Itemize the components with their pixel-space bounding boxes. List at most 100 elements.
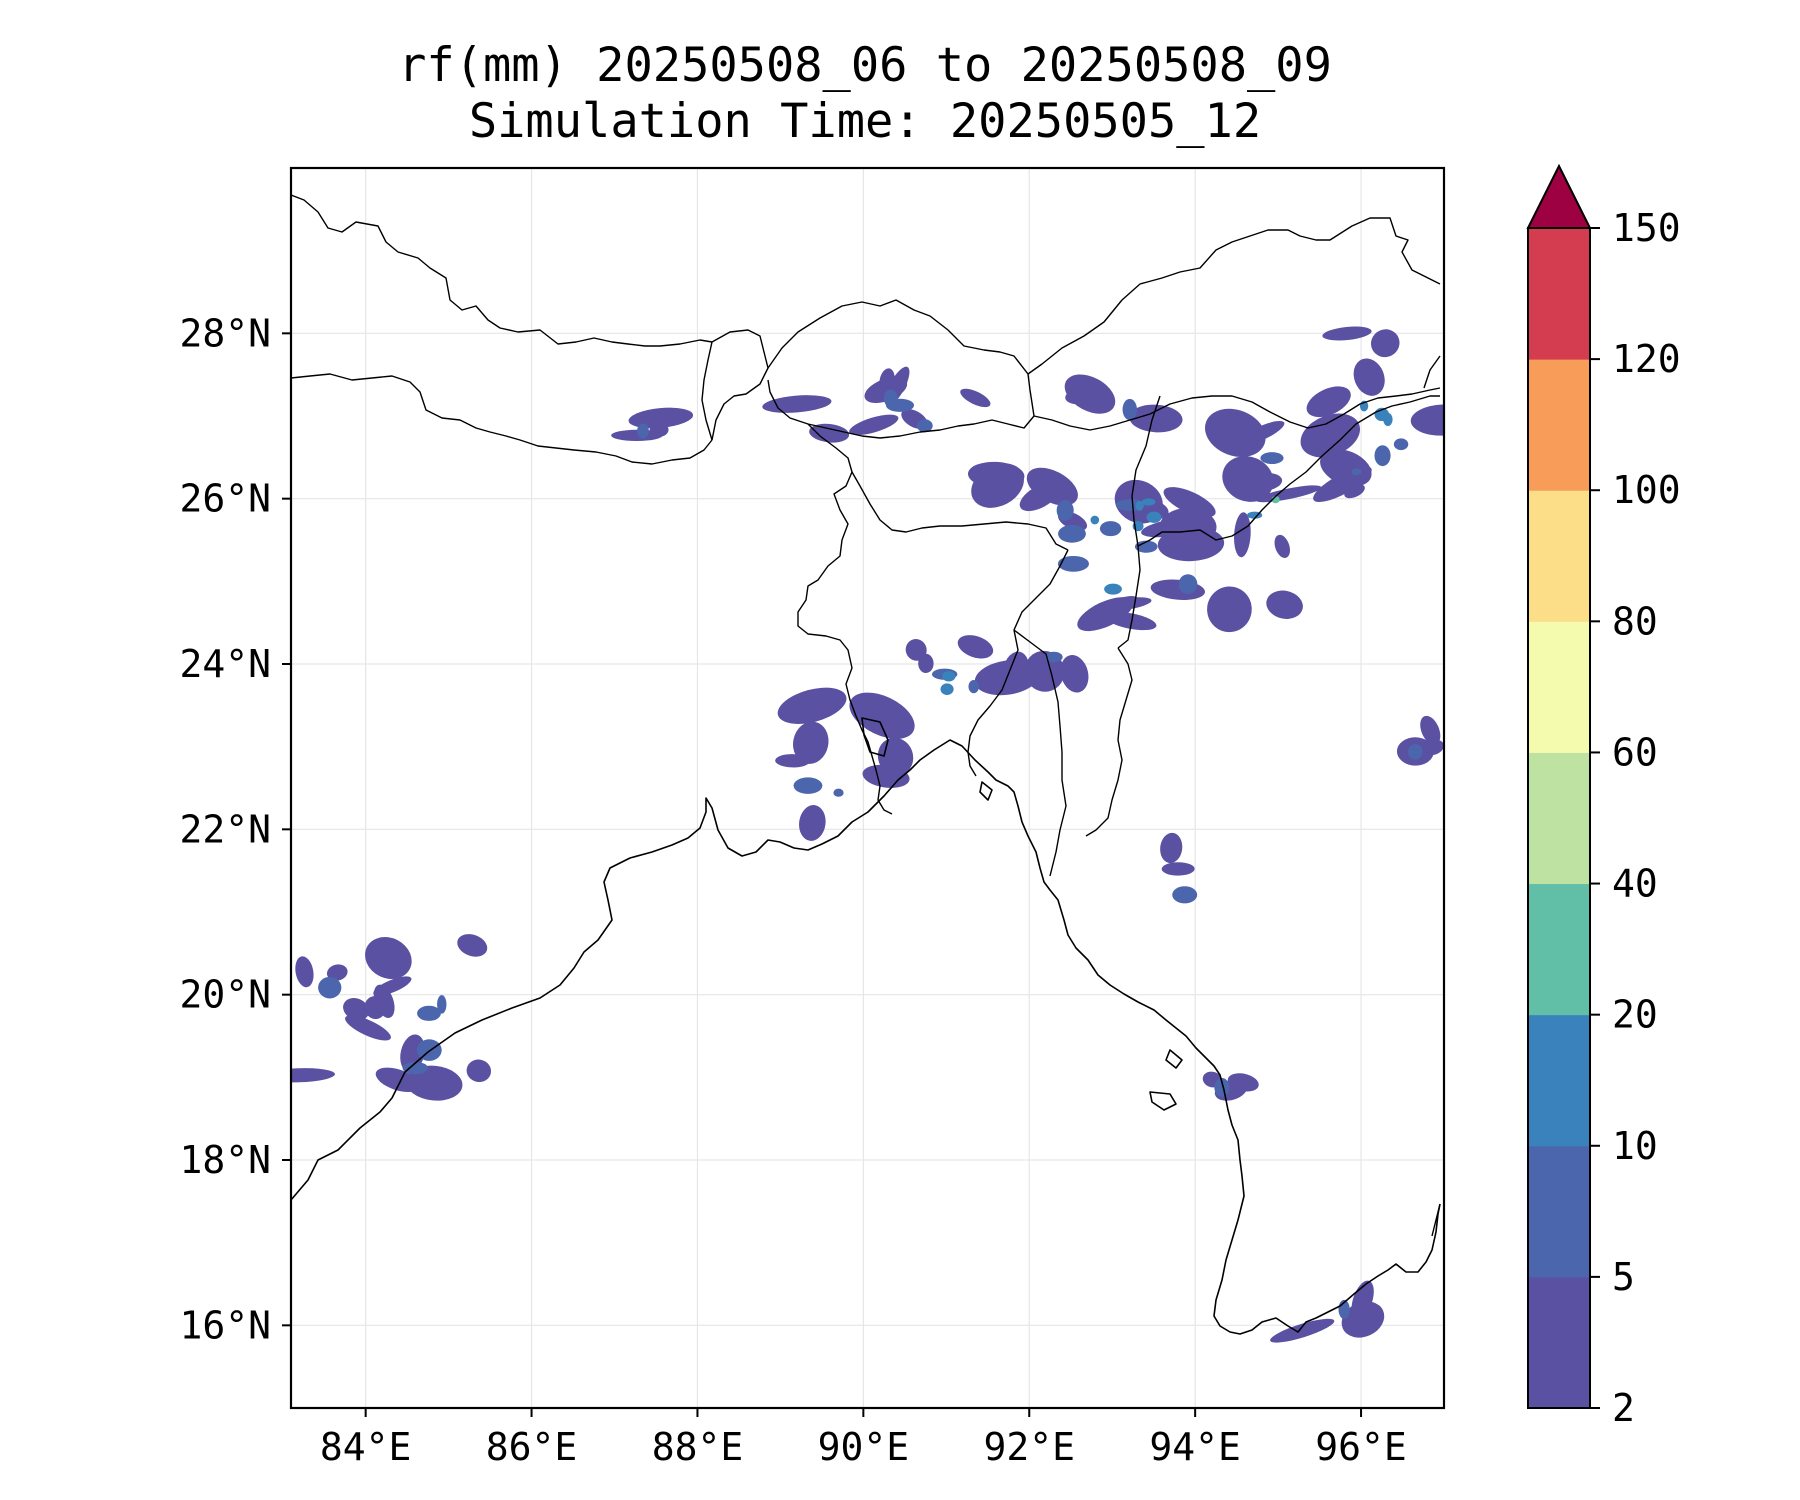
rain-patch-sundarbans xyxy=(777,687,847,724)
lon-tick-label: 96°E xyxy=(1315,1425,1407,1469)
colorbar-segment xyxy=(1528,1014,1590,1147)
rain-core-assam-meghalaya xyxy=(1134,540,1158,553)
rain-patch-odisha-interior xyxy=(343,998,370,1021)
rain-core-assam-meghalaya xyxy=(1141,498,1156,506)
rain-core-assam-meghalaya xyxy=(1056,499,1074,521)
colorbar-tick-label: 10 xyxy=(1612,1124,1658,1168)
lon-tick-label: 86°E xyxy=(486,1425,578,1469)
rain-patch-sundarbans xyxy=(862,764,910,788)
rain-patch-sundarbans xyxy=(793,721,829,764)
gridlines xyxy=(291,168,1444,1408)
border-nepal-china xyxy=(291,194,713,347)
lon-tick-label: 94°E xyxy=(1149,1425,1241,1469)
rain-core-odisha-interior xyxy=(318,976,342,999)
rain-core-chindwin-east xyxy=(1408,744,1423,760)
lat-tick-label: 26°N xyxy=(179,477,271,521)
colorbar-tick-label: 2 xyxy=(1612,1386,1635,1430)
rain-patch-arunachal-east xyxy=(1370,329,1400,358)
rain-patch-sylhet-band xyxy=(905,639,927,661)
rain-patch-chin-hills xyxy=(1161,862,1195,876)
rain-core-assam-meghalaya xyxy=(1135,500,1144,511)
border-assam-north xyxy=(1033,387,1441,431)
rain-core-arunachal-east xyxy=(1393,438,1409,451)
country-borders xyxy=(291,194,1441,1237)
rain-patch-nepal-east-foothills xyxy=(628,407,694,429)
coastline-island-1 xyxy=(979,781,993,801)
border-bangladesh-east xyxy=(967,549,1069,777)
colorbar-tick-label: 40 xyxy=(1612,862,1658,906)
rain-patch-sylhet-band xyxy=(1002,651,1030,690)
rain-patch-assam-meghalaya xyxy=(1141,518,1203,538)
rain-patch-sundarbans xyxy=(775,754,810,768)
rain-patch-assam-meghalaya xyxy=(1207,586,1252,633)
border-manipur-myanmar xyxy=(1117,395,1161,649)
border-nepal-east xyxy=(701,341,713,441)
rain-patch-bhutan-belt xyxy=(849,414,899,436)
rain-core-upper-assam xyxy=(1260,452,1284,465)
rain-core-nepal-east-foothills xyxy=(637,423,649,439)
rain-patch-arunachal-east xyxy=(1353,358,1385,396)
longitude-ticks: 84°E 86°E 88°E 90°E 92°E 94°E 96°E xyxy=(320,1408,1407,1469)
rain-patch-sundarbans xyxy=(799,805,826,841)
colorbar-segment xyxy=(1528,228,1590,360)
map-frame xyxy=(289,166,1446,1410)
rain-patch-odisha-interior xyxy=(457,934,488,957)
rain-patch-assam-meghalaya xyxy=(1234,512,1251,558)
rain-core-arunachal-east xyxy=(1383,412,1393,427)
rain-patch-myanmar-delta xyxy=(1270,1318,1335,1343)
rain-core-arakan-coast xyxy=(1214,1077,1230,1097)
lat-tick-label: 28°N xyxy=(179,311,271,355)
rain-patch-chin-hills xyxy=(1160,832,1183,864)
colorbar-segment xyxy=(1528,883,1590,1016)
border-myanmar-thailand xyxy=(1431,1203,1441,1237)
colorbar-tick-label: 5 xyxy=(1612,1255,1635,1299)
border-bangladesh-west xyxy=(797,423,893,815)
rain-core-chin-hills xyxy=(1172,886,1198,904)
rain-patch-arunachal-east xyxy=(1320,449,1372,487)
lat-tick-label: 24°N xyxy=(179,642,271,686)
rain-core-assam-meghalaya xyxy=(1104,583,1122,595)
colorbar-segment xyxy=(1528,1276,1590,1409)
lon-tick-label: 92°E xyxy=(983,1425,1075,1469)
border-tripura xyxy=(1013,629,1067,877)
rain-patch-assam-meghalaya xyxy=(1163,487,1216,518)
colorbar-extend-arrow xyxy=(1526,163,1592,229)
latitude-ticks: 16°N 18°N 20°N 22°N 24°N 26°N 28°N xyxy=(179,311,291,1347)
rain-patch-sundarbans xyxy=(849,692,915,739)
rainfall-layer xyxy=(291,326,1444,1343)
lat-tick-label: 22°N xyxy=(179,807,271,851)
rain-patch-chindwin-east xyxy=(1420,715,1441,745)
chart-title-line2: Simulation Time: 20250505_12 xyxy=(468,94,1262,149)
colorbar-tick-label: 100 xyxy=(1612,468,1681,512)
chart-title-line1: rf(mm) 20250508_06 to 20250508_09 xyxy=(398,38,1332,93)
rain-patch-arunachal-east xyxy=(1344,484,1365,499)
colorbar-segment xyxy=(1528,752,1590,885)
rain-patch-odisha-interior xyxy=(291,1068,335,1083)
colorbar-segment xyxy=(1528,490,1590,622)
rain-core-assam-meghalaya xyxy=(1099,521,1122,537)
rain-patch-odisha-interior xyxy=(466,1059,492,1083)
rain-patch-upper-assam xyxy=(1222,456,1274,502)
colorbar-segment xyxy=(1528,621,1590,753)
rain-patch-odisha-interior xyxy=(365,936,412,980)
border-myanmar-china xyxy=(1423,355,1441,389)
rain-patch-odisha-interior xyxy=(295,956,314,988)
rain-patch-bhutan-belt xyxy=(879,368,895,393)
rain-patch-sylhet-band xyxy=(957,635,994,659)
rain-patch-assam-meghalaya xyxy=(1266,590,1303,619)
border-sikkim xyxy=(711,329,769,441)
rain-core-odisha-interior xyxy=(402,1061,428,1075)
coastlines xyxy=(291,717,1441,1335)
rain-core-sundarbans xyxy=(793,777,823,794)
rain-core-sundarbans xyxy=(833,788,844,797)
rain-core-bhutan-belt xyxy=(883,389,898,408)
border-arunachal-china xyxy=(1027,217,1441,375)
lon-tick-label: 90°E xyxy=(818,1425,910,1469)
rain-patch-odisha-interior xyxy=(345,1015,391,1041)
coastline-island-2 xyxy=(1149,1091,1177,1111)
rain-patch-assam-meghalaya xyxy=(1026,467,1078,506)
lat-tick-label: 20°N xyxy=(179,973,271,1017)
border-bangladesh-north xyxy=(851,471,1069,551)
rain-patch-chindwin-east xyxy=(1424,739,1444,756)
